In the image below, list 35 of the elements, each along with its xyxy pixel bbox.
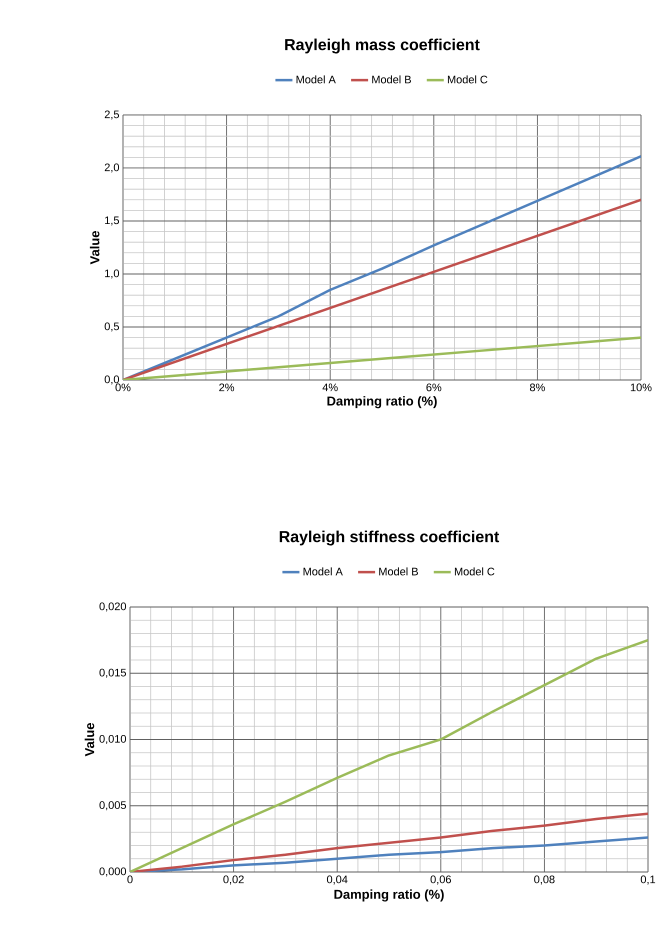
y-tick-label: 0,0 <box>104 375 120 385</box>
x-tick-label: 0,04 <box>326 876 348 885</box>
legend-label: Model B <box>379 567 418 576</box>
y-tick-label: 0,5 <box>104 322 120 332</box>
legend-label: Model A <box>304 567 343 576</box>
y-tick-label: 2,5 <box>104 110 120 120</box>
x-tick-label: 10% <box>630 384 652 392</box>
y-axis-title: Value <box>84 723 94 756</box>
x-tick-label: 4% <box>322 384 338 392</box>
chart-title: Rayleigh mass coefficient <box>285 38 480 54</box>
x-tick-label: 0,1 <box>640 876 656 885</box>
legend-label: Model C <box>454 567 494 576</box>
x-axis-title: Damping ratio (%) <box>334 889 444 902</box>
x-tick-label: 0,08 <box>534 876 555 885</box>
x-tick-label: 8% <box>530 384 545 392</box>
x-tick-label: 2% <box>219 384 234 392</box>
legend-label: Model B <box>372 75 411 84</box>
x-tick-label: 0% <box>116 384 131 392</box>
y-tick-label: 0,015 <box>99 668 126 678</box>
x-tick-label: 0,02 <box>223 876 244 885</box>
x-tick-label: 0 <box>127 876 133 884</box>
y-tick-label: 1,0 <box>105 269 120 279</box>
y-tick-label: 2,0 <box>104 163 120 173</box>
x-tick-label: 0,06 <box>430 876 451 885</box>
y-tick-label: 0,020 <box>99 602 126 612</box>
legend-label: Model C <box>448 75 488 84</box>
y-tick-label: 1,5 <box>105 216 120 226</box>
y-axis-title: Value <box>90 231 100 264</box>
x-tick-label: 6% <box>426 384 442 392</box>
chart-title: Rayleigh stiffness coefficient <box>280 530 500 546</box>
legend-label: Model A <box>296 75 336 84</box>
x-axis-title: Damping ratio (%) <box>327 396 437 408</box>
y-tick-label: 0,010 <box>99 734 126 744</box>
y-tick-label: 0,005 <box>99 801 126 810</box>
y-tick-label: 0,000 <box>99 867 126 877</box>
